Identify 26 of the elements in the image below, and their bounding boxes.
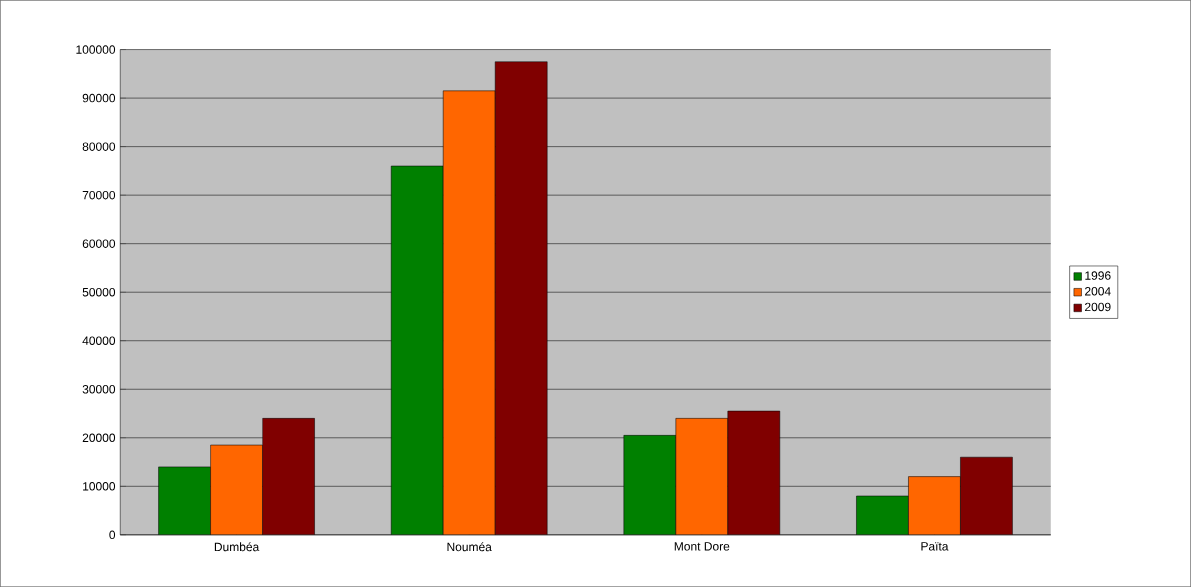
y-tick-label: 0 <box>109 530 116 540</box>
x-tick-label: Païta <box>921 542 949 551</box>
y-tick-label: 80000 <box>82 142 116 151</box>
y-tick-label: 90000 <box>82 93 116 103</box>
bar <box>494 61 548 535</box>
legend-label: 1996 <box>1085 271 1111 280</box>
y-tick-label: 100000 <box>76 45 116 54</box>
bar <box>856 495 909 535</box>
y-tick-label: 30000 <box>82 384 116 394</box>
x-tick-label: Nouméa <box>447 542 492 552</box>
bar <box>960 456 1013 535</box>
legend-label: 2009 <box>1085 302 1111 312</box>
x-tick-label: Dumbéa <box>214 542 260 552</box>
x-tick-label: Mont Dore <box>674 542 730 551</box>
y-tick-label: 10000 <box>83 482 116 491</box>
y-tick-label: 60000 <box>82 239 116 248</box>
bar <box>623 435 677 535</box>
y-tick-label: 70000 <box>82 190 116 200</box>
y-tick-label: 50000 <box>82 287 116 297</box>
bar <box>727 410 781 535</box>
bar <box>390 165 444 535</box>
legend-label: 2004 <box>1085 286 1111 296</box>
bar <box>262 418 315 535</box>
y-tick-label: 20000 <box>82 433 116 442</box>
y-tick-label: 40000 <box>82 336 116 345</box>
bar <box>158 466 211 535</box>
